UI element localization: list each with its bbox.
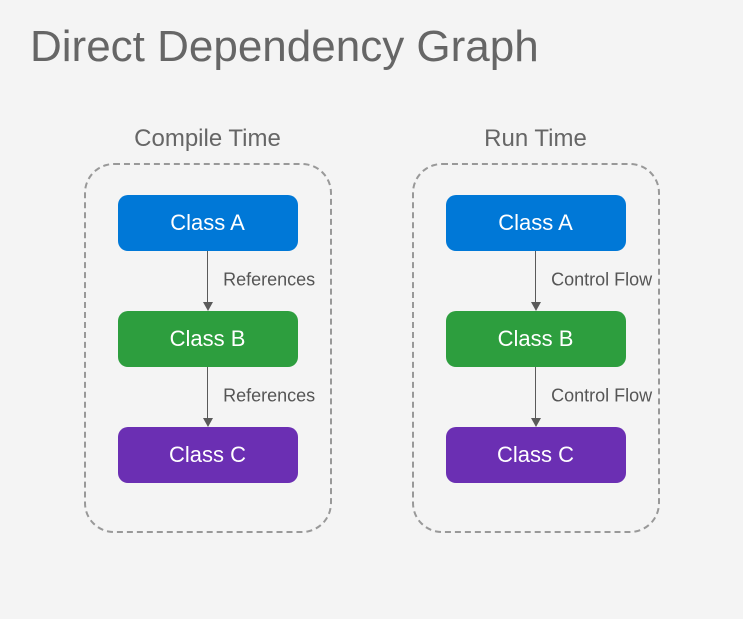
node-class-a: Class A [446, 195, 626, 251]
arrow-down-icon [531, 302, 541, 311]
panel-compile-time: Compile Time Class A References Class B … [84, 125, 332, 533]
edge: References [118, 367, 298, 427]
panel-box: Class A Control Flow Class B Control Flo… [412, 163, 660, 533]
edge: Control Flow [446, 367, 626, 427]
panel-box: Class A References Class B References Cl… [84, 163, 332, 533]
arrow-down-icon [203, 302, 213, 311]
node-class-c: Class C [118, 427, 298, 483]
edge-label: References [211, 269, 315, 290]
edge: Control Flow [446, 251, 626, 311]
arrow-line [535, 367, 536, 419]
arrow-down-icon [203, 418, 213, 427]
node-class-a: Class A [118, 195, 298, 251]
edge: References [118, 251, 298, 311]
panel-run-time: Run Time Class A Control Flow Class B Co… [412, 125, 660, 533]
node-class-b: Class B [446, 311, 626, 367]
node-class-b: Class B [118, 311, 298, 367]
edge-label: Control Flow [539, 269, 652, 290]
edge-label: Control Flow [539, 385, 652, 406]
node-class-c: Class C [446, 427, 626, 483]
panel-title: Compile Time [134, 125, 281, 153]
panels-container: Compile Time Class A References Class B … [0, 125, 743, 533]
diagram-title: Direct Dependency Graph [30, 22, 539, 72]
edge-label: References [211, 385, 315, 406]
arrow-down-icon [531, 418, 541, 427]
arrow-line [207, 251, 208, 303]
arrow-line [207, 367, 208, 419]
panel-title: Run Time [484, 125, 587, 153]
arrow-line [535, 251, 536, 303]
